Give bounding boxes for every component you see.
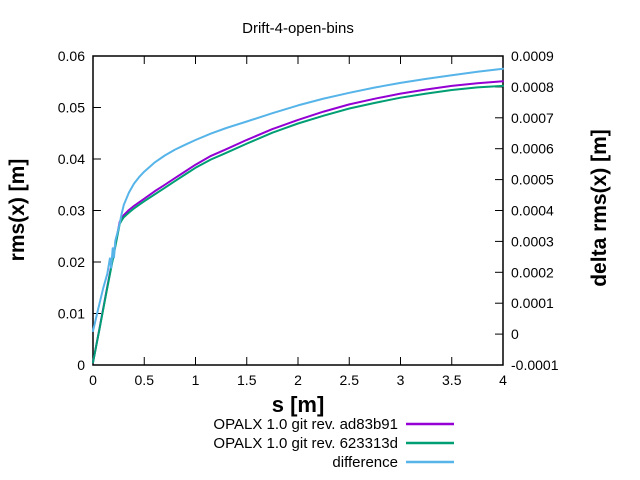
curve-series-1 <box>92 84 504 364</box>
legend-label: OPALX 1.0 git rev. 623313d <box>213 435 398 452</box>
y-tick-label: 0.06 <box>58 48 85 64</box>
x-tick-label: 0 <box>89 372 97 388</box>
x-tick-label: 0.5 <box>135 372 155 388</box>
y2-tick-label: 0.0007 <box>511 110 554 126</box>
y2-tick-label: 0.0001 <box>511 295 554 311</box>
x-tick-label: 2 <box>294 372 302 388</box>
plot-area: 0 0.5 1 1.5 2 2.5 3 3.5 4 0 0.01 0.02 0.03 0.04 0.05 0.… <box>58 48 559 388</box>
y2-tick-label: 0.0005 <box>511 172 554 188</box>
x-tick-label: 1 <box>192 372 200 388</box>
y2-axis-label: delta rms(x) [m] <box>588 129 611 287</box>
x-tick-label: 3.5 <box>442 372 462 388</box>
y2-tick-label: 0.0002 <box>511 264 554 280</box>
x-tick-label: 2.5 <box>340 372 360 388</box>
y-tick-label: 0.04 <box>58 151 85 167</box>
x-tick-label: 3 <box>397 372 405 388</box>
y-tick-label: 0.02 <box>58 254 85 270</box>
y2-tick-label: 0.0008 <box>511 79 554 95</box>
y-axis-label: rms(x) [m] <box>6 159 29 262</box>
curve-series-2 <box>92 67 504 332</box>
y2-tick-label: 0.0003 <box>511 233 554 249</box>
x-tick-label: 4 <box>499 372 507 388</box>
legend: OPALX 1.0 git rev. ad83b91 OPALX 1.0 git … <box>213 416 454 471</box>
y2-tick-label: -0.0001 <box>511 357 559 373</box>
y-tick-label: 0 <box>77 357 85 373</box>
legend-label: OPALX 1.0 git rev. ad83b91 <box>213 416 398 433</box>
chart-title: Drift-4-open-bins <box>242 20 354 37</box>
y2-tick-label: 0 <box>511 326 519 342</box>
y-tick-label: 0.03 <box>58 203 85 219</box>
x-tick-label: 1.5 <box>237 372 257 388</box>
y2-tick-label: 0.0006 <box>511 141 554 157</box>
legend-label: difference <box>332 454 398 471</box>
x-axis-label: s [m] <box>272 392 325 417</box>
plot-frame <box>92 55 504 366</box>
y-tick-label: 0.01 <box>58 306 85 322</box>
y2-tick-label: 0.0004 <box>511 203 554 219</box>
y-tick-label: 0.05 <box>58 100 85 116</box>
y2-tick-label: 0.0009 <box>511 48 554 64</box>
